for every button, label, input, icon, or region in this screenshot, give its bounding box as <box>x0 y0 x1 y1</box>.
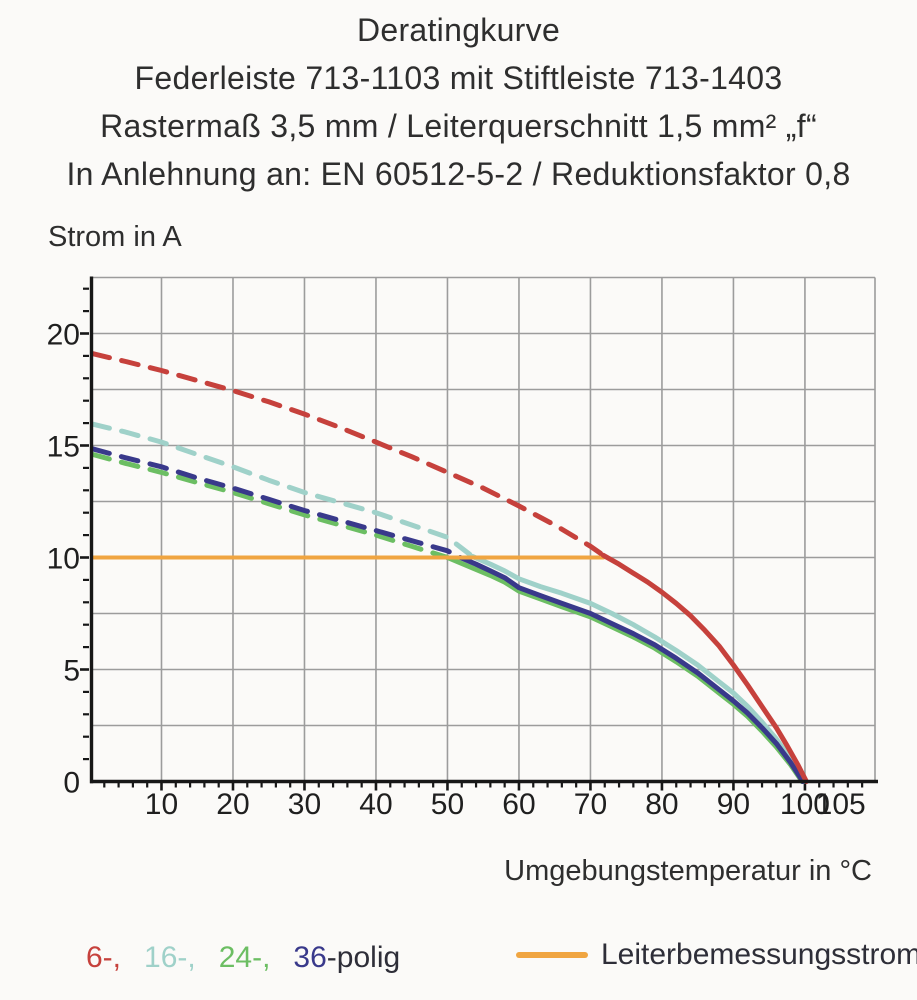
x-tick-label: 30 <box>288 788 321 821</box>
x-tick-label: 40 <box>359 788 392 821</box>
legend-pin-counts: 6-, 16-, 24-, 36-polig <box>86 941 400 975</box>
x-tick-label: 105 <box>816 788 866 821</box>
curve-6-polig <box>90 351 606 558</box>
legend-item-36-number: 36 <box>293 941 327 974</box>
chart-subtitle-2: Rastermaß 3,5 mm / Leiterquerschnitt 1,5… <box>100 108 817 144</box>
y-axis-label: Strom in A <box>48 221 182 253</box>
rated-current-label: Leiterbemessungsstrom <box>601 938 917 971</box>
x-tick-label: 10 <box>145 788 178 821</box>
x-axis-label: Umgebungstemperatur in °C <box>504 855 872 887</box>
x-tick-label: 80 <box>645 788 678 821</box>
curve-16-polig <box>90 421 475 559</box>
curve-24-polig <box>90 452 450 560</box>
legend-item-36polig: 36-polig <box>293 941 400 975</box>
x-tick-label: 50 <box>431 788 464 821</box>
axes <box>89 276 878 784</box>
legend-item-6polig: 6-, <box>86 941 122 974</box>
legend-rated-current: Leiterbemessungsstrom <box>516 938 917 972</box>
y-tick-label: 5 <box>63 655 80 688</box>
x-tick-label: 60 <box>502 788 535 821</box>
y-tick-label: 10 <box>47 543 80 576</box>
y-tick-label: 0 <box>63 767 80 800</box>
chart-subtitle-1: Federleiste 713-1103 mit Stiftleiste 713… <box>134 60 783 96</box>
title-block: Deratingkurve Federleiste 713-1103 mit S… <box>0 6 917 198</box>
data-series <box>90 351 809 784</box>
axis-ticks <box>80 287 864 791</box>
chart-title: Deratingkurve <box>356 12 561 48</box>
curve-6-polig <box>600 552 809 784</box>
chart-subtitle-3: In Anlehnung an: EN 60512-5-2 / Reduktio… <box>66 156 851 192</box>
curve-16-polig <box>470 553 806 784</box>
x-tick-label: 90 <box>717 788 750 821</box>
y-tick-label: 15 <box>47 431 80 464</box>
curve-36-polig <box>457 555 806 784</box>
rated-current-line-swatch <box>516 952 588 958</box>
x-tick-label: 70 <box>574 788 607 821</box>
y-tick-label: 20 <box>47 319 80 352</box>
x-tick-label: 100 <box>780 788 830 821</box>
curve-36-polig <box>90 446 463 560</box>
x-tick-label: 20 <box>216 788 249 821</box>
legend-item-24polig: 24-, <box>218 941 271 974</box>
legend-item-polig-suffix: -polig <box>326 941 401 974</box>
legend-item-16polig: 16-, <box>144 941 196 974</box>
gridlines <box>90 276 876 782</box>
